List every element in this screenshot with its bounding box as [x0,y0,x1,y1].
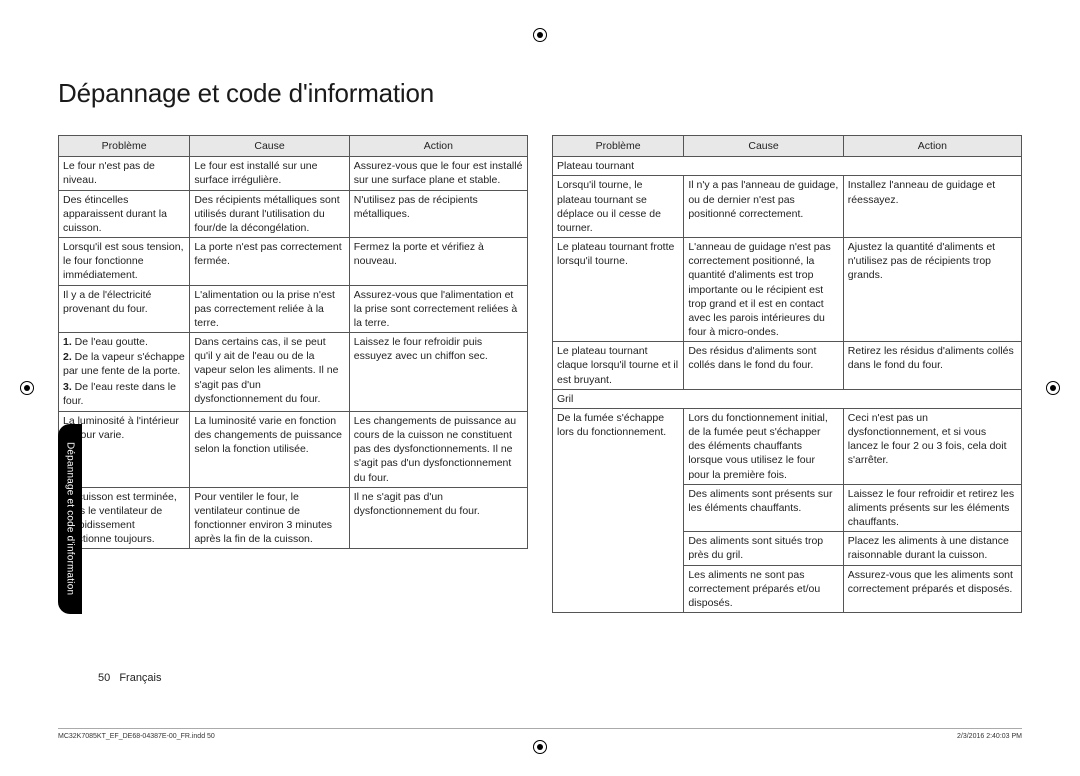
col-problem: Problème [553,136,684,157]
cell-cause: La porte n'est pas correctement fermée. [190,238,349,286]
cell-problem: Le plateau tournant frotte lorsqu'il tou… [553,238,684,342]
registration-mark [533,740,547,754]
col-action: Action [349,136,527,157]
table-row: Le plateau tournant frotte lorsqu'il tou… [553,238,1022,342]
cell-action: Assurez-vous que l'alimentation et la pr… [349,285,527,333]
troubleshooting-table-left: Problème Cause Action Le four n'est pas … [58,135,528,549]
cell-problem: Lorsqu'il est sous tension, le four fonc… [59,238,190,286]
cell-problem: Lorsqu'il tourne, le plateau tournant se… [553,176,684,238]
cell-action: N'utilisez pas de récipients métalliques… [349,190,527,238]
cell-problem: Le four n'est pas de niveau. [59,157,190,190]
section-header: Gril [553,389,1022,408]
cell-cause: Il n'y a pas l'anneau de guidage, ou de … [684,176,843,238]
manual-page: Dépannage et code d'information Dépannag… [0,0,1080,776]
page-language: Français [119,672,161,684]
print-file: MC32K7085KT_EF_DE68-04387E-00_FR.indd 50 [58,733,215,740]
cell-problem: Le plateau tournant claque lorsqu'il tou… [553,342,684,390]
cell-problem: Des étincelles apparaissent durant la cu… [59,190,190,238]
table-row: Lorsqu'il est sous tension, le four fonc… [59,238,528,286]
cell-problem: 1. De l'eau goutte.2. De la vapeur s'éch… [59,333,190,412]
table-header-row: Problème Cause Action [553,136,1022,157]
print-date: 2/3/2016 2:40:03 PM [957,733,1022,740]
cell-problem: De la fumée s'échappe lors du fonctionne… [553,408,684,612]
table-row: Lorsqu'il tourne, le plateau tournant se… [553,176,1022,238]
table-row: 1. De l'eau goutte.2. De la vapeur s'éch… [59,333,528,412]
table-section-row: Plateau tournant [553,157,1022,176]
right-column: Problème Cause Action Plateau tournantLo… [552,135,1022,613]
cell-action: Laissez le four refroidir puis essuyez a… [349,333,527,412]
cell-action: Retirez les résidus d'aliments collés da… [843,342,1021,390]
registration-mark [1046,381,1060,395]
cell-cause: L'alimentation ou la prise n'est pas cor… [190,285,349,333]
table-row: La luminosité à l'intérieur du four vari… [59,411,528,487]
cell-cause: Des résidus d'aliments sont collés dans … [684,342,843,390]
cell-action: Installez l'anneau de guidage et réessay… [843,176,1021,238]
cell-cause: La luminosité varie en fonction des chan… [190,411,349,487]
table-row: La cuisson est terminée, mais le ventila… [59,487,528,549]
col-problem: Problème [59,136,190,157]
registration-mark [533,28,547,42]
col-cause: Cause [684,136,843,157]
section-tab: Dépannage et code d'information [58,424,82,614]
cell-cause: Le four est installé sur une surface irr… [190,157,349,190]
cell-cause: L'anneau de guidage n'est pas correcteme… [684,238,843,342]
table-header-row: Problème Cause Action [59,136,528,157]
cell-action: Les changements de puissance au cours de… [349,411,527,487]
page-number: 50 [98,672,110,684]
troubleshooting-table-right: Problème Cause Action Plateau tournantLo… [552,135,1022,613]
page-title: Dépannage et code d'information [58,78,1022,109]
table-row: Le four n'est pas de niveau.Le four est … [59,157,528,190]
cell-cause: Lors du fonctionnement initial, de la fu… [684,408,843,484]
cell-problem: Il y a de l'électricité provenant du fou… [59,285,190,333]
section-header: Plateau tournant [553,157,1022,176]
cell-cause: Des aliments sont situés trop près du gr… [684,532,843,565]
col-action: Action [843,136,1021,157]
cell-cause: Les aliments ne sont pas correctement pr… [684,565,843,613]
cell-cause: Pour ventiler le four, le ventilateur co… [190,487,349,549]
content-columns: Problème Cause Action Le four n'est pas … [58,135,1022,613]
table-section-row: Gril [553,389,1022,408]
print-metadata: MC32K7085KT_EF_DE68-04387E-00_FR.indd 50… [58,728,1022,740]
table-row: Il y a de l'électricité provenant du fou… [59,285,528,333]
col-cause: Cause [190,136,349,157]
table-row: De la fumée s'échappe lors du fonctionne… [553,408,1022,484]
section-tab-label: Dépannage et code d'information [65,442,76,595]
registration-mark [20,381,34,395]
left-column: Problème Cause Action Le four n'est pas … [58,135,528,613]
page-footer: 50 Français [98,672,162,684]
cell-action: Assurez-vous que le four est installé su… [349,157,527,190]
cell-cause: Des aliments sont présents sur les éléme… [684,484,843,532]
cell-cause: Dans certains cas, il se peut qu'il y ai… [190,333,349,412]
cell-action: Laissez le four refroidir et retirez les… [843,484,1021,532]
cell-cause: Des récipients métalliques sont utilisés… [190,190,349,238]
table-row: Le plateau tournant claque lorsqu'il tou… [553,342,1022,390]
cell-action: Ajustez la quantité d'aliments et n'util… [843,238,1021,342]
cell-action: Assurez-vous que les aliments sont corre… [843,565,1021,613]
table-row: Des étincelles apparaissent durant la cu… [59,190,528,238]
cell-action: Fermez la porte et vérifiez à nouveau. [349,238,527,286]
cell-action: Il ne s'agit pas d'un dysfonctionnement … [349,487,527,549]
cell-action: Placez les aliments à une distance raiso… [843,532,1021,565]
cell-action: Ceci n'est pas un dysfonctionnement, et … [843,408,1021,484]
